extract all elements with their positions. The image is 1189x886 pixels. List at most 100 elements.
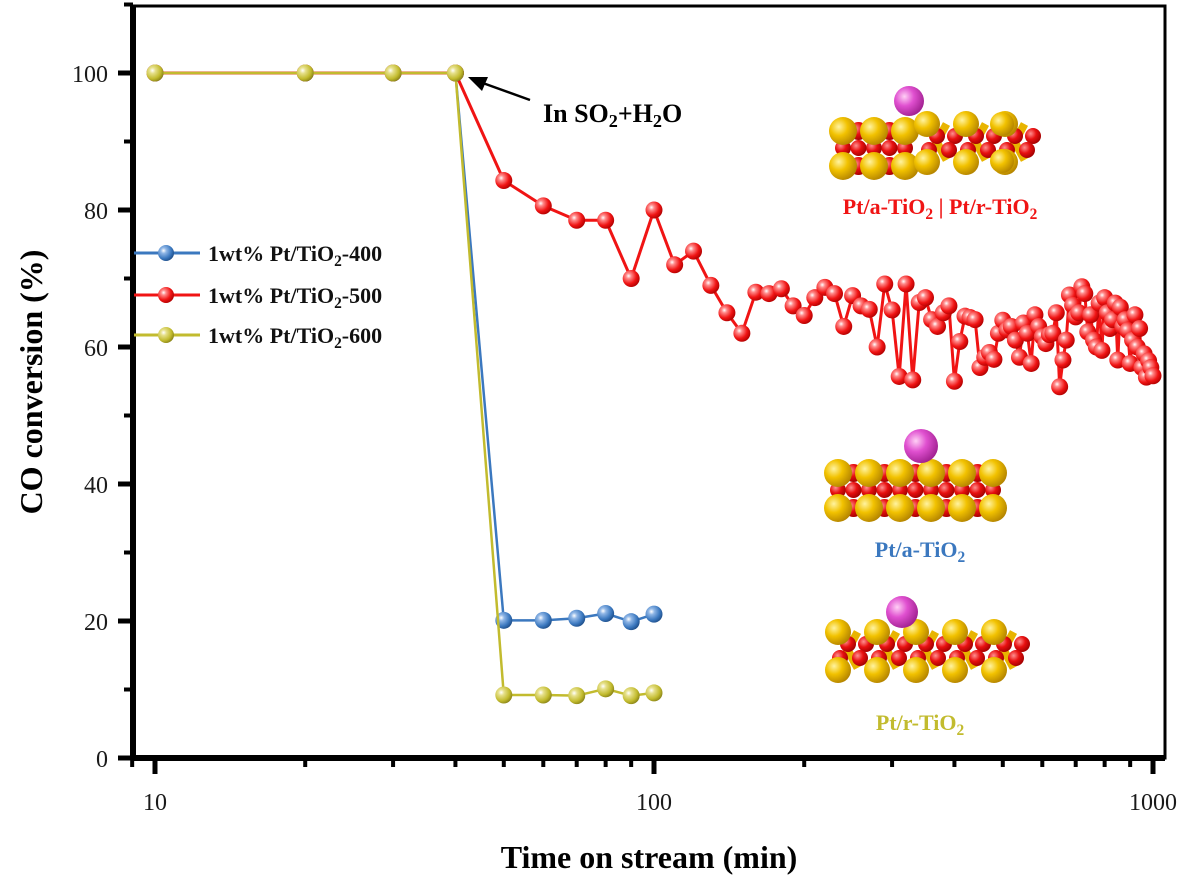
pt-atom-icon	[894, 86, 924, 116]
data-point: 1wt% Pt/TiO2-500: (110, 72)	[666, 256, 684, 274]
o-atom	[980, 142, 996, 158]
ti-atom	[990, 149, 1014, 173]
ti-atom	[948, 494, 976, 522]
data-point: 1wt% Pt/TiO2-500: (650, 54.2)	[1051, 378, 1069, 396]
data-point: 1wt% Pt/TiO2-500: (150, 62)	[733, 324, 751, 342]
data-point: 1wt% Pt/TiO2-600: (40, 100)	[446, 64, 464, 82]
legend-label: 1wt% Pt/TiO2-600	[208, 323, 382, 352]
y-tick-label: 100	[72, 62, 108, 88]
data-point: 1wt% Pt/TiO2-500: (630, 62)	[1044, 324, 1062, 342]
o-atom	[1025, 128, 1041, 144]
data-point: 1wt% Pt/TiO2-500: (180, 68.5)	[772, 280, 790, 298]
y-tick-label: 0	[96, 747, 108, 773]
o-atom	[938, 482, 955, 498]
annotation-text: In SO2+H2O	[543, 99, 682, 131]
data-point: 1wt% Pt/TiO2-600: (10, 100)	[146, 64, 164, 82]
ti-atom	[981, 619, 1007, 645]
data-point: 1wt% Pt/TiO2-500: (300, 65.4)	[883, 301, 901, 319]
data-point: 1wt% Pt/TiO2-500: (280, 60)	[868, 338, 886, 356]
ti-atom	[864, 619, 890, 645]
data-point: 1wt% Pt/TiO2-500: (660, 58.1)	[1054, 351, 1072, 369]
ti-atom	[855, 459, 883, 487]
data-point: 1wt% Pt/TiO2-600: (30, 100)	[384, 64, 402, 82]
ti-atom	[942, 657, 968, 683]
legend-marker	[158, 245, 174, 261]
ti-atom	[891, 117, 919, 145]
data-point: 1wt% Pt/TiO2-600: (90, 9.1)	[622, 687, 640, 705]
o-atom	[1014, 636, 1030, 652]
data-point: 1wt% Pt/TiO2-500: (120, 74)	[685, 242, 703, 260]
inset-label: Pt/a-TiO2	[875, 537, 966, 566]
data-point: 1wt% Pt/TiO2-500: (410, 60.8)	[951, 333, 969, 351]
y-tick-label: 40	[84, 473, 108, 499]
data-point: 1wt% Pt/TiO2-500: (570, 57.6)	[1022, 354, 1040, 372]
ti-atom	[903, 657, 929, 683]
legend-label: 1wt% Pt/TiO2-400	[208, 241, 382, 270]
data-point: 1wt% Pt/TiO2-500: (400, 55)	[945, 372, 963, 390]
legend-label: 1wt% Pt/TiO2-500	[208, 283, 382, 312]
o-atom	[969, 650, 985, 666]
data-point: 1wt% Pt/TiO2-600: (100, 9.5)	[645, 684, 663, 702]
y-tick-label: 80	[84, 199, 108, 225]
data-point: 1wt% Pt/TiO2-500: (790, 59.5)	[1093, 341, 1111, 359]
legend-item: 1wt% Pt/TiO2-400	[134, 241, 382, 270]
data-point: 1wt% Pt/TiO2-500: (130, 69)	[702, 276, 720, 294]
o-atom	[941, 142, 957, 158]
data-point: 1wt% Pt/TiO2-500: (640, 65)	[1047, 304, 1065, 322]
data-point: 1wt% Pt/TiO2-500: (50, 84.3)	[495, 172, 513, 190]
data-point: 1wt% Pt/TiO2-600: (70, 9.1)	[568, 687, 586, 705]
data-point: 1wt% Pt/TiO2-500: (320, 69.2)	[897, 275, 915, 293]
data-point: 1wt% Pt/TiO2-500: (350, 67.2)	[916, 289, 934, 307]
x-tick-label: 1000	[1129, 790, 1177, 816]
data-point: 1wt% Pt/TiO2-600: (80, 10.1)	[597, 680, 615, 698]
pt-atom-icon	[886, 596, 918, 628]
o-atom	[845, 482, 862, 498]
y-tick-label: 60	[84, 336, 108, 362]
data-point: 1wt% Pt/TiO2-500: (190, 66)	[784, 297, 802, 315]
ti-atom	[886, 459, 914, 487]
o-atom	[876, 482, 893, 498]
ti-atom	[979, 459, 1007, 487]
annotation-arrowhead-icon	[468, 77, 488, 91]
y-axis-title: CO conversion (%)	[13, 250, 49, 515]
ti-atom	[981, 657, 1007, 683]
data-point: 1wt% Pt/TiO2-500: (750, 64.7)	[1082, 306, 1100, 324]
ti-atom	[953, 111, 979, 137]
data-point: 1wt% Pt/TiO2-400: (70, 20.4)	[568, 609, 586, 627]
ti-atom	[864, 657, 890, 683]
data-point: 1wt% Pt/TiO2-500: (70, 78.5)	[568, 211, 586, 229]
data-point: 1wt% Pt/TiO2-500: (240, 63)	[835, 317, 853, 335]
o-atom	[930, 650, 946, 666]
legend-item: 1wt% Pt/TiO2-600	[134, 323, 382, 352]
data-point: 1wt% Pt/TiO2-500: (480, 58.2)	[985, 350, 1003, 368]
inset-pt-a-r-tio2: Pt/a-TiO2 | Pt/r-TiO2	[829, 86, 1041, 223]
annotation-so2-h2o: In SO2+H2O	[468, 77, 682, 131]
data-point: 1wt% Pt/TiO2-500: (730, 67.8)	[1076, 285, 1094, 303]
pt-atom-icon	[904, 429, 938, 463]
data-point: 1wt% Pt/TiO2-600: (50, 9.2)	[495, 686, 513, 704]
data-point: 1wt% Pt/TiO2-500: (920, 64.7)	[1126, 306, 1144, 324]
series-line	[155, 71, 655, 697]
data-point: 1wt% Pt/TiO2-500: (1000, 55.8)	[1144, 367, 1162, 385]
data-point: 1wt% Pt/TiO2-500: (940, 62.7)	[1131, 320, 1149, 338]
ti-atom	[942, 619, 968, 645]
data-point: 1wt% Pt/TiO2-500: (140, 65)	[718, 304, 736, 322]
data-point: 1wt% Pt/TiO2-500: (90, 70)	[622, 270, 640, 287]
o-atom	[881, 140, 898, 156]
data-point: 1wt% Pt/TiO2-500: (330, 55.2)	[904, 371, 922, 389]
data-point: 1wt% Pt/TiO2-500: (100, 80)	[645, 201, 663, 219]
ti-atom	[979, 494, 1007, 522]
ti-atom	[860, 117, 888, 145]
o-atom	[969, 482, 986, 498]
series-layer: 1wt% Pt/TiO2-400: (10, 100)1wt% Pt/TiO2-…	[146, 64, 1162, 705]
ti-atom	[917, 494, 945, 522]
series-500: 1wt% Pt/TiO2-500: (10, 100)1wt% Pt/TiO2-…	[146, 64, 1162, 396]
o-atom	[1008, 650, 1024, 666]
data-point: 1wt% Pt/TiO2-500: (370, 63)	[929, 317, 947, 335]
inset-pt-r-tio2: Pt/r-TiO2	[825, 596, 1030, 739]
ti-atom	[953, 149, 979, 175]
data-point: 1wt% Pt/TiO2-500: (390, 66)	[940, 297, 958, 315]
x-tick-label: 100	[636, 790, 672, 816]
o-atom	[891, 650, 907, 666]
